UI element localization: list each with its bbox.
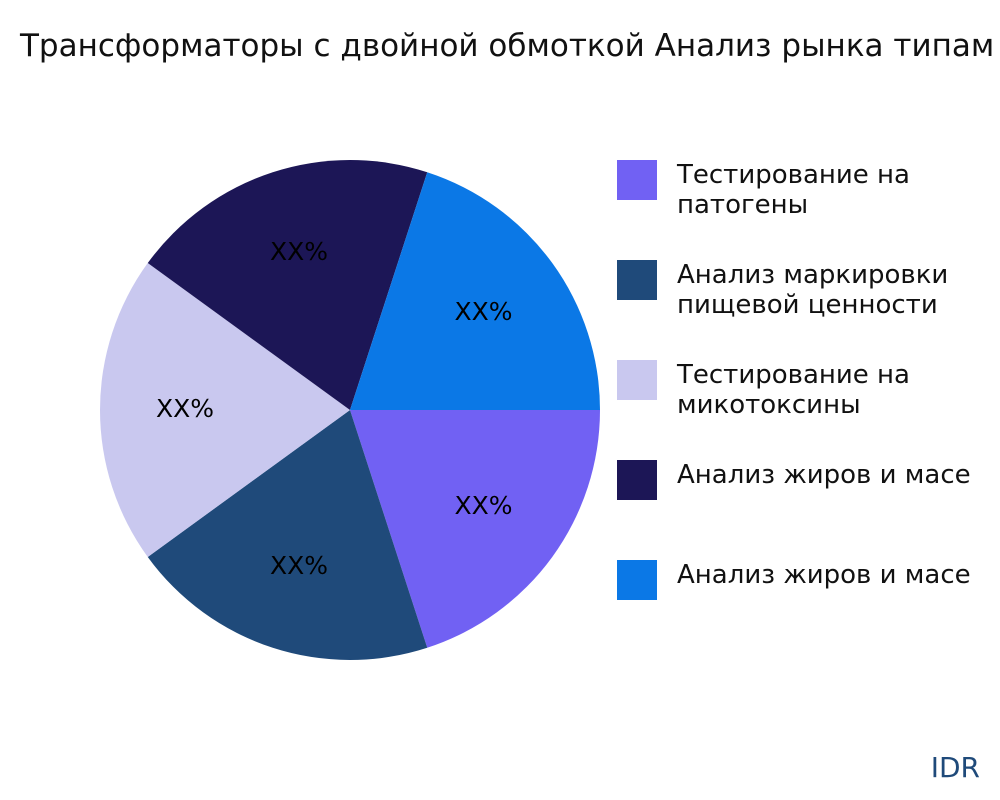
slice-label: XX% [454, 297, 512, 326]
chart-title: Трансформаторы с двойной обмоткой Анализ… [20, 28, 995, 64]
legend-item: Анализ жиров и масе [617, 560, 997, 600]
pie-slice [350, 172, 600, 410]
legend-swatch [617, 560, 657, 600]
legend-label: Анализ маркировки пищевой ценности [677, 260, 949, 320]
legend-label: Анализ жиров и масе [677, 460, 971, 490]
pie-slice [350, 410, 600, 648]
legend-item: Анализ маркировки пищевой ценности [617, 260, 997, 320]
legend-swatch [617, 360, 657, 400]
watermark: IDR [930, 751, 980, 784]
legend-swatch [617, 260, 657, 300]
legend-label: Тестирование на патогены [677, 160, 910, 220]
pie-slice [147, 410, 428, 660]
legend-label: Тестирование на микотоксины [677, 360, 910, 420]
pie-slice [147, 160, 428, 410]
legend-item: Тестирование на патогены [617, 160, 997, 220]
legend-swatch [617, 460, 657, 500]
legend-item: Анализ жиров и масе [617, 460, 997, 500]
slice-label: XX% [454, 491, 512, 520]
pie-slice [100, 263, 350, 557]
slice-label: XX% [270, 237, 328, 266]
legend-swatch [617, 160, 657, 200]
slice-label: XX% [156, 394, 214, 423]
legend-item: Тестирование на микотоксины [617, 360, 997, 420]
slice-label: XX% [270, 551, 328, 580]
legend-label: Анализ жиров и масе [677, 560, 971, 590]
